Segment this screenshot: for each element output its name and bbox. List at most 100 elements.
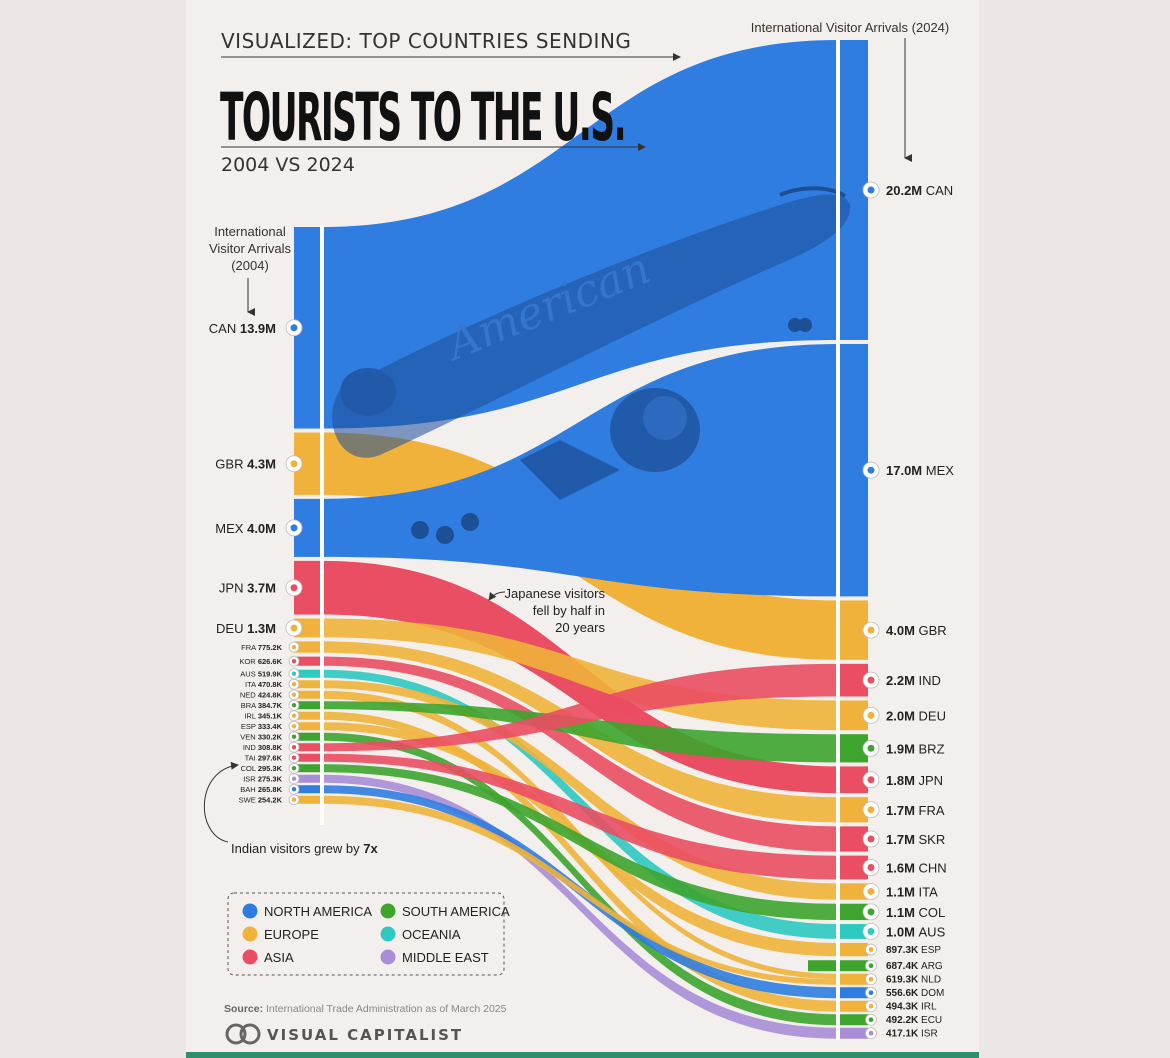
- source-label: Source:: [224, 1003, 263, 1015]
- right-label-text: 1.9M BRZ: [886, 741, 945, 756]
- right-label-ind: 2.2M IND: [862, 671, 941, 689]
- value-label: 345.1K: [258, 712, 283, 721]
- node-left-kor: [294, 656, 322, 666]
- value-label: 492.2K: [886, 1015, 921, 1026]
- left-label-text: BAH 265.8K: [240, 785, 282, 794]
- right-label-skr: 1.7M SKR: [862, 830, 945, 848]
- source-note: Source: International Trade Administrati…: [224, 1003, 507, 1015]
- node-left-aus: [294, 669, 322, 678]
- flag-mark: [291, 745, 297, 750]
- value-label: 2.2M: [886, 673, 919, 688]
- right-label-text: 494.3K IRL: [886, 1002, 937, 1013]
- node-left-fra: [294, 641, 322, 653]
- value-label: 275.3K: [258, 775, 283, 784]
- legend-swatch: [380, 926, 396, 942]
- right-label-text: 619.3K NLD: [886, 975, 941, 986]
- flag-mark: [291, 797, 297, 802]
- country-code: SWE: [239, 796, 258, 805]
- left-label-bra: BRA 384.7K: [241, 699, 300, 711]
- node-left-deu: [294, 618, 322, 638]
- legend-swatch: [380, 949, 396, 965]
- flag-mark: [290, 584, 298, 592]
- value-label: 17.0M: [886, 463, 926, 478]
- country-code: COL: [241, 764, 258, 773]
- node-left-col: [294, 764, 322, 773]
- left-labels: CAN 13.9M GBR 4.3M MEX 4.0M JPN 3.7M DEU 1.3…: [209, 319, 303, 806]
- right-label-text: 1.7M SKR: [886, 832, 945, 847]
- right-label-aus: 1.0M AUS: [862, 923, 946, 940]
- bottom-bar: [186, 1052, 979, 1058]
- left-label-text: BRA 384.7K: [241, 701, 283, 710]
- legend-swatch: [380, 903, 396, 919]
- flag-mark: [867, 676, 875, 684]
- node-left-bah: [294, 785, 322, 794]
- flow-bra-brz: [322, 701, 838, 763]
- left-axis-label-3: (2004): [231, 258, 269, 273]
- right-label-esp: 897.3K ESP: [865, 943, 941, 956]
- right-label-arg: 687.4K ARG: [865, 959, 943, 972]
- right-label-chn: 1.6M CHN: [862, 859, 947, 876]
- country-code: CAN: [926, 183, 953, 198]
- right-label-jpn: 1.8M JPN: [862, 771, 944, 789]
- value-label: 1.9M: [886, 741, 919, 756]
- flag-mark: [291, 671, 297, 676]
- node-left-ind: [294, 743, 322, 752]
- right-label-fra: 1.7M FRA: [862, 801, 945, 819]
- value-label: 897.3K: [886, 945, 921, 956]
- country-code: BRA: [241, 701, 258, 710]
- value-label: 1.7M: [886, 803, 919, 818]
- country-code: ITA: [919, 885, 939, 900]
- value-label: 619.3K: [886, 975, 921, 986]
- node-left-irl: [294, 711, 322, 720]
- country-code: BRZ: [919, 741, 945, 756]
- left-label-text: ESP 333.4K: [241, 722, 283, 731]
- left-label-text: TAI 297.6K: [245, 754, 283, 763]
- flag-mark: [867, 626, 875, 634]
- india-annotation-value: 7x: [363, 841, 378, 856]
- value-label: 1.3M: [247, 621, 276, 636]
- node-right-chn: [838, 855, 868, 880]
- value-label: 687.4K: [886, 961, 921, 972]
- value-label: 308.8K: [258, 743, 283, 752]
- country-code: IND: [919, 673, 941, 688]
- legend-item-asia: ASIA: [242, 949, 294, 965]
- legend-label: OCEANIA: [402, 927, 461, 942]
- left-label-text: NED 424.8K: [240, 691, 283, 700]
- value-label: 424.8K: [258, 691, 283, 700]
- value-label: 626.6K: [258, 657, 283, 666]
- right-label-text: 1.6M CHN: [886, 861, 947, 876]
- node-right-esp: [838, 942, 868, 957]
- flow-swe-nld: [322, 795, 838, 985]
- india-annotation-prefix: Indian visitors grew by: [231, 841, 363, 856]
- value-label: 1.1M: [886, 885, 919, 900]
- left-label-col: COL 295.3K: [241, 762, 300, 774]
- country-code: ESP: [241, 722, 258, 731]
- country-code: CAN: [209, 321, 240, 336]
- left-label-text: GBR 4.3M: [215, 457, 276, 472]
- value-label: 330.2K: [258, 733, 283, 742]
- legend-swatch: [242, 949, 258, 965]
- legend-item-middle-east: MIDDLE EAST: [380, 949, 489, 965]
- flag-mark: [290, 624, 298, 632]
- country-code: BAH: [240, 785, 258, 794]
- country-code: IND: [243, 743, 258, 752]
- flag-mark: [291, 724, 297, 729]
- node-right-ita: [838, 883, 868, 900]
- right-label-text: 1.1M COL: [886, 905, 945, 920]
- flag-mark: [291, 703, 297, 708]
- country-code: JPN: [919, 773, 944, 788]
- country-code: ARG: [921, 961, 943, 972]
- country-code: ESP: [921, 945, 941, 956]
- node-left-swe: [294, 795, 322, 804]
- node-left-esp: [294, 722, 322, 731]
- left-label-kor: KOR 626.6K: [239, 655, 300, 667]
- flag-mark: [867, 806, 875, 814]
- flag-mark: [868, 1003, 874, 1009]
- value-label: 494.3K: [886, 1002, 921, 1013]
- value-label: 1.1M: [886, 905, 919, 920]
- value-label: 254.2K: [258, 796, 283, 805]
- left-label-ita: ITA 470.8K: [245, 678, 300, 690]
- left-label-text: COL 295.3K: [241, 764, 283, 773]
- brand-name: VISUAL CAPITALIST: [267, 1026, 463, 1044]
- flag-mark: [291, 682, 297, 687]
